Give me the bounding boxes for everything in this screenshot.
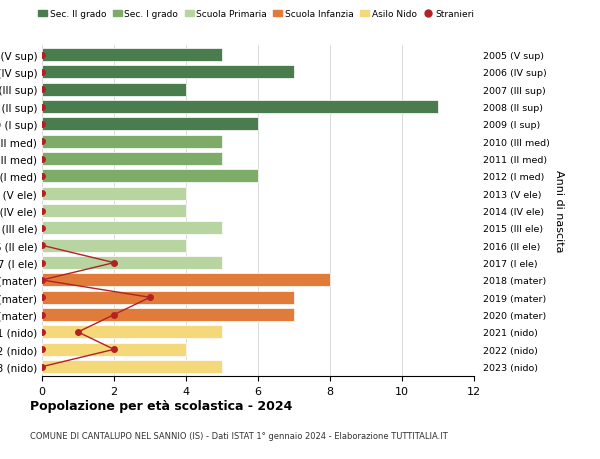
Text: COMUNE DI CANTALUPO NEL SANNIO (IS) - Dati ISTAT 1° gennaio 2024 - Elaborazione : COMUNE DI CANTALUPO NEL SANNIO (IS) - Da… [30, 431, 448, 441]
Bar [42, 84, 186, 96]
Bar [42, 66, 294, 79]
Bar [42, 239, 186, 252]
Text: Popolazione per età scolastica - 2024: Popolazione per età scolastica - 2024 [30, 399, 292, 412]
Bar [42, 101, 438, 114]
Bar [42, 343, 186, 356]
Bar [42, 257, 222, 269]
Bar [42, 187, 186, 200]
Bar [42, 291, 294, 304]
Bar [42, 205, 186, 218]
Bar [42, 274, 330, 287]
Legend: Sec. II grado, Sec. I grado, Scuola Primaria, Scuola Infanzia, Asilo Nido, Stran: Sec. II grado, Sec. I grado, Scuola Prim… [35, 7, 478, 23]
Bar [42, 360, 222, 373]
Bar [42, 135, 222, 148]
Bar [42, 326, 222, 339]
Y-axis label: Anni di nascita: Anni di nascita [554, 170, 563, 252]
Bar [42, 308, 294, 321]
Bar [42, 153, 222, 166]
Bar [42, 49, 222, 62]
Bar [42, 118, 258, 131]
Bar [42, 170, 258, 183]
Bar [42, 222, 222, 235]
